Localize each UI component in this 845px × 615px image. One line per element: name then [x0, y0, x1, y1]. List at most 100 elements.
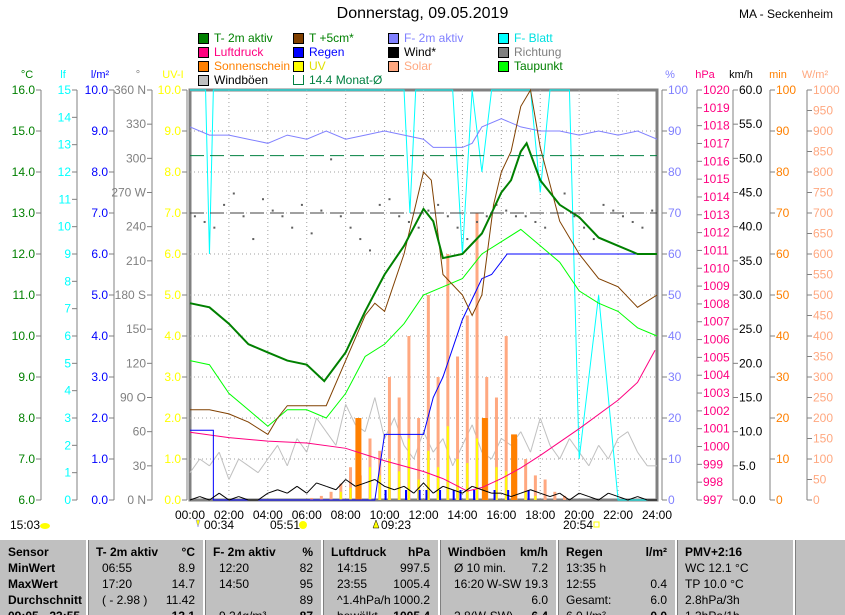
cell-value: 87: [300, 609, 313, 615]
wind-direction-dot: [505, 209, 508, 212]
cell-value: 0.4: [650, 577, 667, 591]
cell-left: Ø 10 min.: [454, 561, 507, 575]
axis-tick-label: 1007: [703, 315, 730, 329]
wind-direction-dot: [621, 215, 624, 218]
wind-direction-dot: [203, 220, 206, 223]
axis-tick-label: 300: [813, 370, 833, 384]
axis-tick-label: 0: [813, 493, 820, 507]
column-header: Regen: [566, 545, 603, 559]
axis-tick-label: 0.0: [739, 493, 756, 507]
legend-label: F- Blatt: [514, 31, 553, 45]
windboeen-segment: [598, 445, 609, 460]
windboeen-segment: [296, 438, 308, 453]
windboeen-segment: [228, 458, 240, 480]
axis-tick-label: 400: [813, 329, 833, 343]
axis-unit: km/h: [729, 69, 753, 81]
legend-label: 14.4 Monat-Ø: [309, 73, 383, 87]
axis-tick-label: 4.0: [164, 329, 181, 343]
axis-tick-label: 1011: [703, 243, 729, 257]
cell-value: 997.5: [399, 561, 430, 575]
windboeen-segment: [520, 431, 531, 453]
axis-tick-label: 550: [813, 268, 833, 282]
axis-tick-label: 14: [58, 110, 72, 124]
wind-segment: [364, 479, 376, 484]
rain-bar: [459, 490, 462, 500]
wind-segment: [277, 489, 288, 494]
legend-label: Taupunkt: [514, 59, 563, 73]
axis-tick-label: 2: [64, 438, 71, 452]
wind-segment: [413, 482, 424, 494]
wind-segment: [209, 492, 220, 501]
wind-direction-dot: [485, 215, 488, 218]
series-line-luftdruck: [189, 350, 656, 492]
axis-tick-label: 12.0: [12, 247, 36, 261]
axis-tick-label: 90: [776, 124, 790, 138]
axis-tick-label: 750: [813, 186, 833, 200]
windboeen-segment: [335, 404, 347, 446]
table-column: Sensor MinWert MaxWert Durchschnitt 09:05 - …: [0, 540, 88, 615]
axis-tick-label: 80: [668, 165, 682, 179]
wind-segment: [549, 492, 560, 498]
sunshine-bar: [511, 434, 518, 500]
cell-left: 9.24g/m³: [219, 609, 266, 615]
axis-tick-label: 100: [776, 83, 796, 97]
legend-swatch: [388, 32, 399, 44]
axis-tick-label: 1019: [703, 101, 730, 115]
axis-tick-label: 0.0: [164, 493, 181, 507]
cell-value: 6.4: [531, 609, 548, 615]
axis-tick-label: 210: [126, 254, 146, 268]
cell-left: ^1.4hPa/h: [337, 593, 391, 607]
axis-tick-label: 1020: [703, 83, 730, 97]
axis-tick-label: 1018: [703, 119, 730, 133]
wind-segment: [559, 492, 570, 501]
legend-swatch: [198, 46, 209, 58]
wind-direction-dot: [232, 192, 235, 195]
cell-value: 6.0: [531, 593, 548, 607]
cell-left: 17:20: [102, 577, 133, 591]
axis-tick-label: 0: [668, 493, 675, 507]
wind-direction-dot: [612, 209, 615, 212]
wind-segment: [579, 492, 590, 498]
wind-direction-dot: [631, 220, 634, 223]
axis-tick-label: 150: [126, 322, 146, 336]
windboeen-segment: [374, 397, 386, 439]
windboeen-segment: [539, 417, 551, 446]
axis-tick-label: 50: [776, 288, 790, 302]
cell-left: 2.8(W-SW): [454, 609, 513, 615]
axis-tick-label: 1.0: [91, 452, 108, 466]
wind-segment: [462, 485, 473, 494]
axis-tick-label: 1016: [703, 154, 730, 168]
legend-item: Sonnenschein: [198, 59, 290, 73]
column-unit: l/m²: [645, 545, 667, 559]
axis-tick-label: 20.0: [739, 356, 763, 370]
axis-tick-label: 80: [776, 165, 790, 179]
legend-label: Sonnenschein: [214, 59, 291, 73]
axis-tick-label: 7.0: [91, 206, 108, 220]
legend-label: Richtung: [514, 45, 562, 59]
cell-left: 14:50: [219, 577, 250, 591]
axis-tick-label: 15: [58, 83, 72, 97]
wind-segment: [442, 485, 453, 491]
windboeen-segment: [569, 438, 580, 453]
legend-item: Richtung: [498, 45, 561, 59]
series-line-t-5cm-: [190, 88, 658, 436]
axis-tick-label: 25.0: [739, 322, 763, 336]
axis-tick-label: 999: [703, 457, 723, 471]
x-tick-label: 20:00: [564, 508, 594, 522]
axis-tick-label: 1006: [703, 333, 730, 347]
x-tick-label: 06:00: [292, 508, 322, 522]
axis-tick-label: 100: [668, 83, 688, 97]
axis-tick-label: 800: [813, 165, 833, 179]
axis-tick-label: 50: [668, 288, 682, 302]
wind-direction-dot: [544, 226, 547, 229]
axis-tick-label: 6: [64, 329, 71, 343]
sunset-icon: [593, 521, 600, 528]
table-column: Windböen km/h Ø 10 min. 7.2 16:20 W-SW 19.3 6.…: [440, 540, 558, 615]
wind-segment: [218, 492, 230, 501]
windboeen-segment: [364, 397, 376, 432]
axis-tick-label: 997: [703, 493, 723, 507]
wind-segment: [189, 496, 200, 501]
column-header: F- 2m aktiv: [213, 545, 276, 559]
axis-tick-label: 90: [668, 124, 682, 138]
